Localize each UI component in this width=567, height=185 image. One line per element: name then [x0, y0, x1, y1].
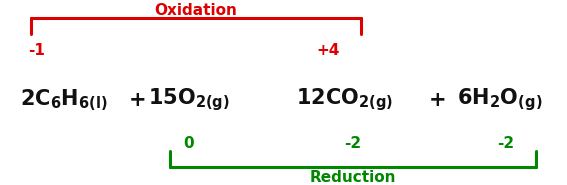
Text: $\mathbf{6H_2O_{(g)}}$: $\mathbf{6H_2O_{(g)}}$	[458, 86, 543, 113]
Text: -2: -2	[497, 136, 514, 151]
Text: 0: 0	[184, 136, 194, 151]
Text: $\mathbf{+}$: $\mathbf{+}$	[428, 90, 445, 110]
Text: $\mathbf{2C_6H_{6(l)}}$: $\mathbf{2C_6H_{6(l)}}$	[20, 87, 108, 112]
Text: $\mathbf{+}$: $\mathbf{+}$	[128, 90, 145, 110]
Text: Oxidation: Oxidation	[155, 3, 238, 18]
Text: $\mathbf{12CO_{2(g)}}$: $\mathbf{12CO_{2(g)}}$	[296, 86, 393, 113]
Text: $\mathbf{15O_{2(g)}}$: $\mathbf{15O_{2(g)}}$	[148, 86, 230, 113]
Text: Reduction: Reduction	[310, 170, 396, 185]
Text: -1: -1	[28, 43, 45, 58]
Text: -2: -2	[344, 136, 362, 151]
Text: +4: +4	[316, 43, 340, 58]
